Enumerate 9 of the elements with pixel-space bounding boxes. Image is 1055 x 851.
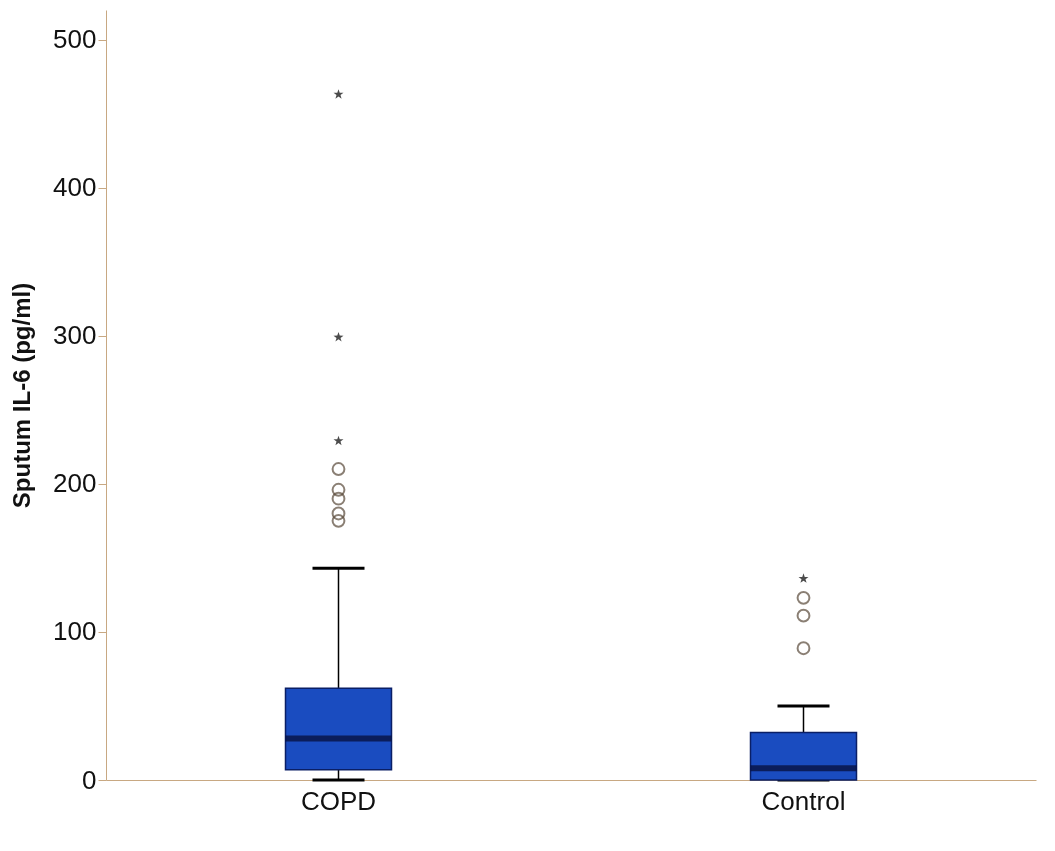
y-tick-label: 200 — [53, 468, 97, 499]
y-axis-title: Sputum IL-6 (pg/ml) — [8, 282, 36, 509]
y-tick-label: 100 — [53, 616, 97, 647]
x-tick-label: COPD — [300, 785, 377, 816]
y-tick-label: 300 — [53, 320, 97, 351]
y-tick-label: 500 — [53, 24, 97, 55]
y-tick-label: 400 — [53, 172, 97, 203]
x-tick-label: Control — [761, 785, 846, 816]
y-tick-label: 0 — [82, 764, 97, 795]
